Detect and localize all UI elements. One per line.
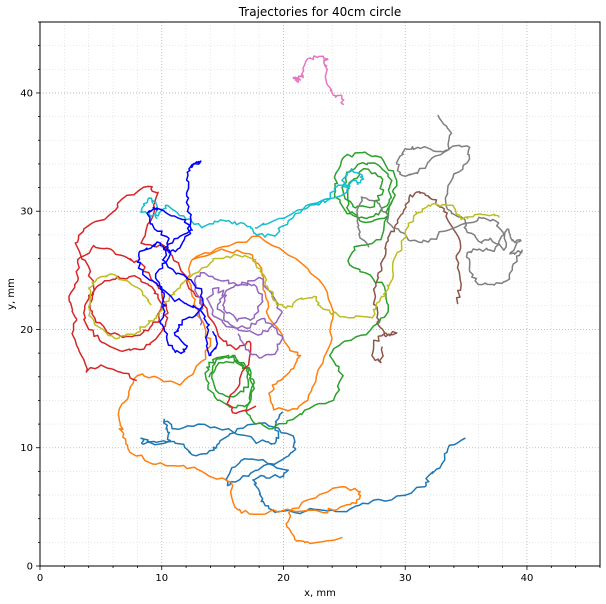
y-tick-label: 20 bbox=[20, 325, 33, 336]
x-tick-label: 40 bbox=[521, 573, 534, 584]
y-tick-label: 40 bbox=[20, 88, 33, 99]
trajectory-line-10 bbox=[140, 167, 365, 238]
y-tick-label: 10 bbox=[20, 443, 33, 454]
y-tick-label: 0 bbox=[27, 562, 33, 573]
axis-ticks: 0 10 20 30 40 0 10 20 30 40 bbox=[20, 21, 601, 584]
trajectory-line-3 bbox=[204, 151, 398, 430]
trajectory-line-7 bbox=[292, 55, 345, 106]
x-tick-label: 10 bbox=[155, 573, 168, 584]
trajectory-line-6 bbox=[371, 190, 462, 364]
plot-frame bbox=[39, 21, 601, 567]
trajectory-line-5 bbox=[193, 271, 284, 359]
trajectory-line-1 bbox=[140, 411, 466, 515]
x-tick-label: 0 bbox=[37, 573, 43, 584]
x-axis-label: x, mm bbox=[304, 588, 336, 599]
y-axis-label: y, mm bbox=[6, 278, 17, 310]
trajectory-line-11 bbox=[136, 160, 219, 357]
trajectory-line-8 bbox=[356, 114, 523, 286]
chart-title: Trajectories for 40cm circle bbox=[238, 5, 402, 19]
trajectory-series bbox=[68, 55, 523, 545]
y-tick-label: 30 bbox=[20, 207, 33, 218]
trajectory-line-2 bbox=[117, 235, 362, 545]
trajectory-line-9 bbox=[87, 202, 500, 340]
x-tick-label: 30 bbox=[399, 573, 412, 584]
x-tick-label: 20 bbox=[277, 573, 290, 584]
